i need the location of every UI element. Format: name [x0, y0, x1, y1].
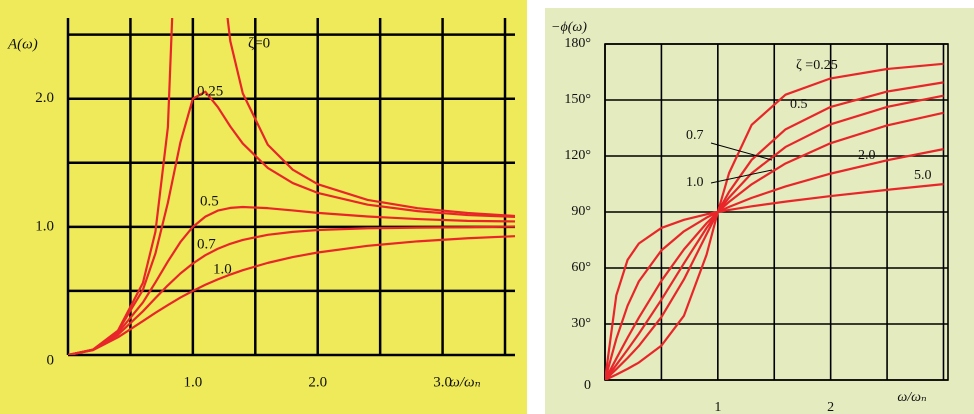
x-axis-label: ω/ωₙ [449, 374, 480, 390]
phase-chart: 0 30° 60° 90° 120° 150° 180° 1 2 −ϕ(ω) ω/ωₙ ζ =0.25… [551, 20, 949, 414]
series-line [68, 225, 515, 355]
x-tick-label: 2.0 [308, 374, 327, 390]
series-line [68, 90, 515, 355]
panel-background [545, 8, 974, 414]
plot-border [604, 43, 949, 381]
y-tick-label: 120° [564, 148, 591, 163]
series-label: ζ =0.25 [796, 58, 838, 73]
series-line [605, 148, 944, 380]
series-label: 1.0 [213, 261, 232, 277]
x-tick-label: 3.0 [433, 374, 452, 390]
y-tick-label: 1.0 [35, 218, 54, 234]
leader-line [710, 142, 773, 161]
series-line [68, 235, 515, 355]
y-tick-label: 90° [571, 204, 591, 219]
series-label: 0.5 [790, 97, 808, 112]
y-axis-label: A(ω) [7, 36, 38, 52]
series-label: ζ=0 [248, 35, 270, 51]
series-line [605, 81, 944, 380]
y-tick-label: 150° [564, 92, 591, 107]
y-axis-label: −ϕ(ω) [551, 20, 587, 35]
y-tick-label: 2.0 [35, 90, 54, 106]
x-tick-label: 1.0 [183, 374, 202, 390]
series-line [605, 183, 944, 380]
y-tick-label: 0 [47, 352, 55, 368]
x-axis-label: ω/ωₙ [897, 390, 927, 405]
y-tick-label: 30° [571, 316, 591, 331]
leader-line [710, 169, 773, 184]
series-line [605, 94, 944, 380]
series-line [605, 62, 944, 380]
series-label: 0.25 [197, 83, 223, 99]
series-line [605, 111, 944, 380]
series-label: 1.0 [686, 175, 704, 190]
series-line [68, 205, 515, 355]
series-label: 2.0 [858, 148, 876, 163]
series-label: 0.7 [197, 236, 216, 252]
x-tick-label: 2 [827, 400, 834, 414]
y-tick-label: 180° [564, 36, 591, 51]
amplitude-chart: 0 1.0 2.0 1.0 2.0 3.0 A(ω) ω/ωₙ ζ=0 0.25 0.5 0.7 1.0 [7, 18, 515, 390]
y-tick-label: 60° [571, 260, 591, 275]
series-label: 0.7 [686, 128, 704, 143]
series-label: 5.0 [914, 168, 932, 183]
series-label: 0.5 [200, 193, 219, 209]
y-tick-label: 0 [584, 378, 591, 393]
x-tick-label: 1 [714, 400, 721, 414]
